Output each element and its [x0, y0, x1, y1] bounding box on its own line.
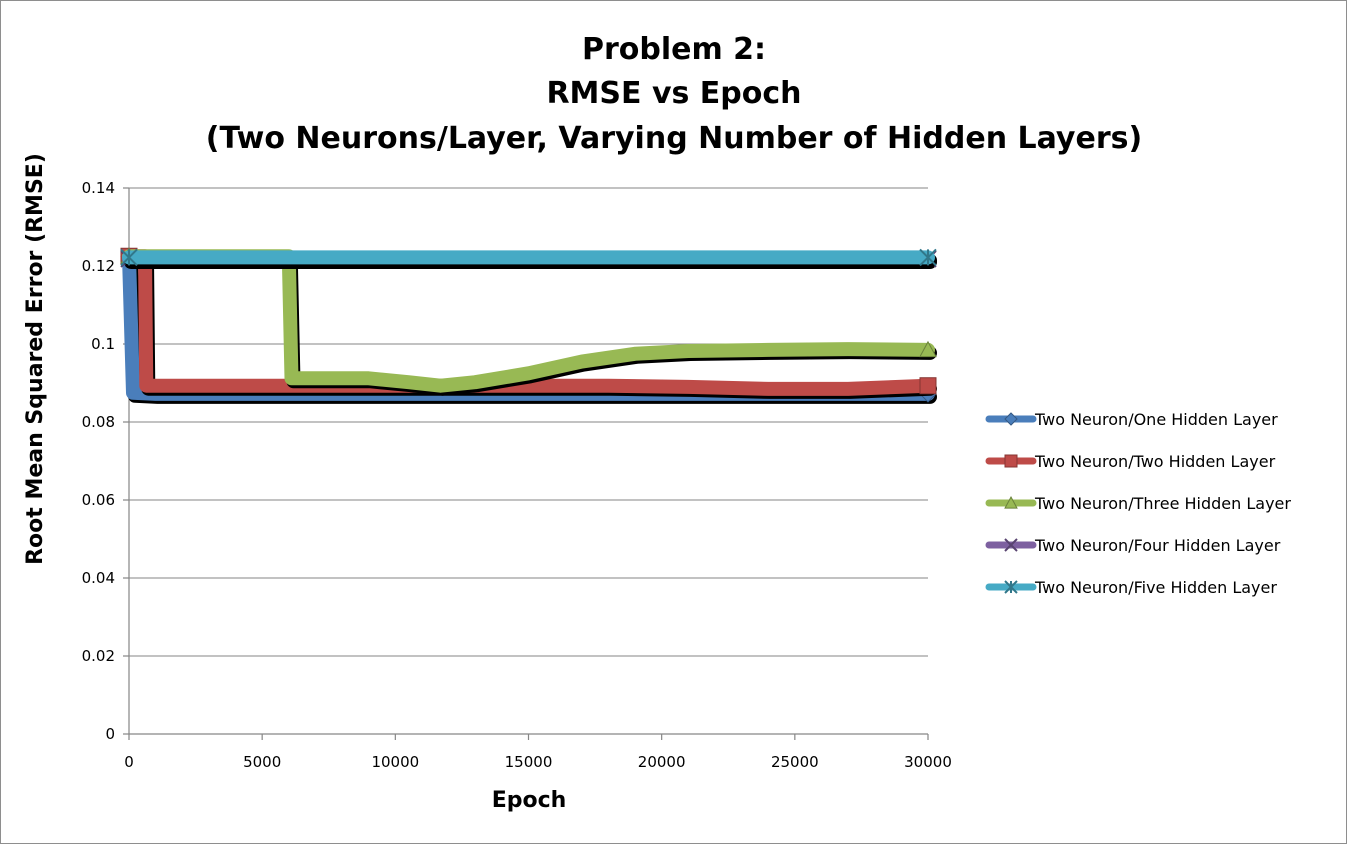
- series-lines: [120, 247, 937, 404]
- y-tick-label: 0.02: [82, 647, 115, 665]
- series-5: [120, 248, 937, 268]
- series-point-marker: [919, 248, 937, 267]
- x-tick-label: 5000: [243, 753, 281, 771]
- x-tick-label: 30000: [904, 753, 952, 771]
- x-tick-label: 0: [124, 753, 134, 771]
- tick-labels: 0 0.02 0.04 0.06 0.08 0.1 0.12 0.14 0 5000 10000 15…: [82, 179, 952, 771]
- axes: [123, 187, 929, 740]
- x-tick-label: 10000: [371, 753, 419, 771]
- legend-marker: [1004, 495, 1018, 509]
- legend-item-2: Two Neuron/Two Hidden Layer: [985, 452, 1276, 471]
- x-axis-title: Epoch: [492, 788, 567, 813]
- y-tick-label: 0.14: [82, 179, 115, 197]
- x-tick-label: 25000: [771, 753, 819, 771]
- y-tick-label: 0: [105, 725, 115, 743]
- y-tick-label: 0.12: [82, 257, 115, 275]
- legend-label: Two Neuron/Five Hidden Layer: [1034, 578, 1277, 597]
- x-tick-label: 15000: [505, 753, 553, 771]
- legend-label: Two Neuron/One Hidden Layer: [1034, 410, 1278, 429]
- series-3: [120, 247, 937, 396]
- chart-title-line-1: Problem 2:: [582, 32, 766, 67]
- legend-item-4: Two Neuron/Four Hidden Layer: [985, 536, 1281, 555]
- x-tick-label: 20000: [638, 753, 686, 771]
- y-axis-title: Root Mean Squared Error (RMSE): [23, 153, 48, 565]
- series-point-marker: [120, 248, 138, 267]
- series-point-marker: [919, 377, 937, 395]
- series-point-marker: [919, 340, 937, 358]
- legend-marker: [1004, 454, 1018, 468]
- legend-label: Two Neuron/Two Hidden Layer: [1034, 452, 1276, 471]
- legend: Two Neuron/One Hidden Layer Two Neuron/Tw…: [985, 410, 1291, 597]
- chart-title: Problem 2: RMSE vs Epoch (Two Neurons/La…: [206, 32, 1142, 156]
- y-tick-label: 0.06: [82, 491, 115, 509]
- legend-label: Two Neuron/Four Hidden Layer: [1034, 536, 1281, 555]
- series-line: [122, 249, 935, 393]
- y-tick-label: 0.04: [82, 569, 115, 587]
- y-tick-label: 0.08: [82, 413, 115, 431]
- legend-item-3: Two Neuron/Three Hidden Layer: [985, 494, 1291, 513]
- y-tick-label: 0.1: [91, 335, 115, 353]
- legend-label: Two Neuron/Three Hidden Layer: [1034, 494, 1291, 513]
- legend-marker: [1004, 412, 1018, 426]
- legend-item-5: Two Neuron/Five Hidden Layer: [985, 578, 1277, 597]
- chart-title-line-3: (Two Neurons/Layer, Varying Number of Hi…: [206, 121, 1142, 156]
- legend-marker: [1004, 580, 1018, 594]
- chart-title-line-2: RMSE vs Epoch: [546, 76, 801, 111]
- legend-marker: [1004, 538, 1018, 552]
- legend-item-1: Two Neuron/One Hidden Layer: [985, 410, 1278, 429]
